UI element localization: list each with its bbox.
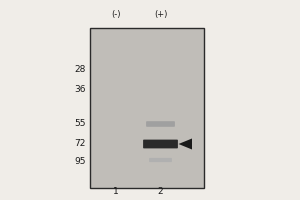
Polygon shape: [178, 138, 192, 150]
FancyBboxPatch shape: [149, 158, 172, 162]
Text: 72: 72: [74, 140, 85, 148]
Text: 1: 1: [112, 188, 118, 196]
FancyBboxPatch shape: [143, 140, 178, 148]
Text: (+): (+): [154, 10, 167, 20]
Text: 28: 28: [74, 66, 85, 74]
Text: (-): (-): [111, 10, 120, 20]
Text: 2: 2: [158, 188, 163, 196]
FancyBboxPatch shape: [146, 121, 175, 127]
Bar: [90, 28, 204, 188]
Text: 55: 55: [74, 119, 85, 129]
Text: 95: 95: [74, 158, 85, 166]
Text: 36: 36: [74, 85, 85, 94]
